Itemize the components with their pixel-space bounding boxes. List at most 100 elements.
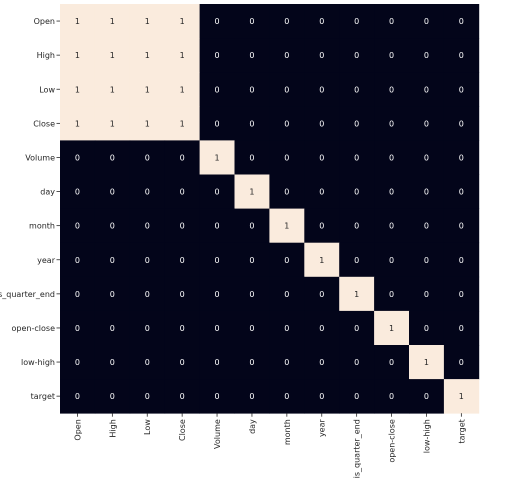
cell-value-label: 1 (145, 119, 150, 128)
x-tick-label: month (283, 419, 292, 445)
cell-value-label: 0 (354, 256, 359, 265)
y-axis: Open High Low Close Volume day month year is_qua… (0, 17, 60, 401)
heatmap-cell (339, 140, 375, 175)
heatmap-cell (304, 379, 340, 414)
heatmap-cell (374, 140, 410, 175)
heatmap-cell (60, 345, 96, 380)
heatmap-cell (374, 276, 410, 312)
x-tick-label: Low (143, 419, 152, 435)
heatmap-cell (409, 242, 445, 278)
cell-value-label: 0 (459, 188, 464, 197)
heatmap-cell (164, 379, 200, 414)
heatmap-cell (409, 140, 445, 175)
cell-value-label: 0 (354, 358, 359, 367)
heatmap-cell (374, 379, 410, 414)
heatmap-cell (129, 38, 166, 73)
cell-value-label: 0 (110, 188, 115, 197)
cell-value-label: 0 (389, 51, 394, 60)
cell-value-label: 0 (110, 222, 115, 231)
heatmap-cell (164, 4, 200, 39)
heatmap-cell (269, 276, 305, 312)
cell-value-label: 1 (180, 51, 185, 60)
heatmap-cell (443, 208, 480, 244)
cell-value-label: 0 (319, 17, 324, 26)
cell-value-label: 1 (424, 358, 429, 367)
heatmap-cell (129, 310, 166, 346)
heatmap-cell (60, 106, 96, 141)
y-tick-label: Close (33, 119, 55, 128)
cell-value-label: 0 (180, 256, 185, 265)
cell-value-label: 0 (75, 324, 80, 333)
heatmap-cell (60, 310, 96, 346)
heatmap-cell (164, 310, 200, 346)
cell-value-label: 0 (215, 222, 220, 231)
cell-value-label: 0 (284, 392, 289, 401)
heatmap-cell (199, 140, 235, 175)
cell-value-label: 0 (249, 119, 254, 128)
cell-value-label: 0 (215, 358, 220, 367)
cell-value-label: 0 (284, 119, 289, 128)
cell-value-label: 0 (75, 256, 80, 265)
cell-value-label: 0 (354, 392, 359, 401)
cell-value-label: 0 (389, 222, 394, 231)
x-tick-label: low-high (422, 419, 431, 453)
heatmap-cell (164, 276, 200, 312)
heatmap-cell (164, 345, 200, 380)
cell-value-label: 1 (215, 153, 220, 162)
heatmap-cell (234, 345, 270, 380)
cell-value-label: 0 (354, 222, 359, 231)
cell-value-label: 0 (459, 85, 464, 94)
cell-value-label: 0 (319, 51, 324, 60)
heatmap-cell (269, 310, 305, 346)
heatmap-cell (199, 106, 235, 141)
heatmap-cell (304, 242, 340, 278)
cell-value-label: 0 (389, 188, 394, 197)
cell-value-label: 0 (284, 188, 289, 197)
cell-value-label: 0 (110, 392, 115, 401)
heatmap-cell (234, 38, 270, 73)
cell-value-label: 1 (75, 119, 80, 128)
heatmap-cell (60, 140, 96, 175)
cell-value-label: 0 (145, 256, 150, 265)
heatmap-cell (94, 72, 131, 107)
cell-value-label: 0 (249, 290, 254, 299)
cell-value-label: 0 (284, 17, 289, 26)
heatmap-cell (60, 208, 96, 244)
heatmap-cell (339, 208, 375, 244)
cell-value-label: 0 (249, 256, 254, 265)
cell-value-label: 1 (389, 324, 394, 333)
cell-value-label: 1 (75, 51, 80, 60)
cell-value-label: 0 (75, 222, 80, 231)
y-tick-label: month (29, 222, 55, 231)
cell-value-label: 0 (319, 290, 324, 299)
heatmap-cell (304, 276, 340, 312)
cell-value-label: 0 (249, 222, 254, 231)
heatmap-cell (269, 38, 305, 73)
heatmap-cell (269, 174, 305, 209)
cell-value-label: 0 (180, 153, 185, 162)
heatmap-cell (409, 106, 445, 141)
heatmap-cell (443, 310, 480, 346)
cell-value-label: 0 (459, 222, 464, 231)
heatmap-cell (409, 4, 445, 39)
cell-value-label: 0 (424, 85, 429, 94)
heatmap-cell (234, 242, 270, 278)
cell-value-label: 0 (215, 17, 220, 26)
heatmap-cell (339, 38, 375, 73)
heatmap-cell (234, 276, 270, 312)
cell-value-label: 0 (459, 290, 464, 299)
heatmap-cell (60, 379, 96, 414)
heatmap-cell (304, 72, 340, 107)
heatmap-cell (374, 72, 410, 107)
cell-value-label: 0 (145, 222, 150, 231)
cell-value-label: 1 (110, 119, 115, 128)
cell-value-label: 0 (215, 188, 220, 197)
heatmap-cell (409, 38, 445, 73)
heatmap-cell (129, 379, 166, 414)
heatmap-cell (164, 242, 200, 278)
cell-value-label: 0 (284, 290, 289, 299)
heatmap-cell (234, 72, 270, 107)
heatmap-cell (234, 379, 270, 414)
cell-value-label: 1 (180, 85, 185, 94)
